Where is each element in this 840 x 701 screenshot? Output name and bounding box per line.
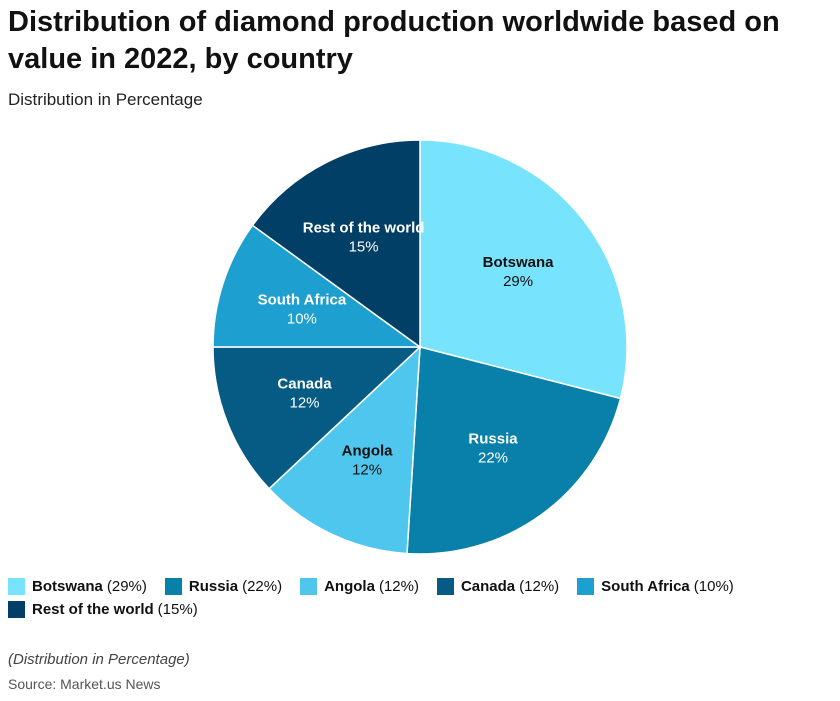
slice-label-name: South Africa	[258, 292, 347, 309]
slice-label-value: 29%	[503, 273, 533, 290]
legend-label: Angola	[324, 578, 375, 595]
slice-label-name: Canada	[277, 376, 332, 393]
legend-value: (22%)	[242, 578, 283, 595]
legend-swatch	[8, 601, 25, 618]
legend-item: Botswana (29%)	[8, 578, 147, 595]
slice-label-name: Botswana	[483, 254, 555, 271]
legend-swatch	[577, 578, 595, 595]
slice-label-name: Angola	[342, 442, 393, 459]
slice-label-value: 15%	[349, 238, 379, 255]
chart-title: Distribution of diamond production world…	[8, 6, 780, 75]
legend-value: (12%)	[519, 578, 560, 595]
legend-label: South Africa	[601, 578, 690, 595]
chart-subtitle: Distribution in Percentage	[8, 90, 203, 109]
legend-value: (10%)	[693, 578, 734, 595]
legend-label: Botswana	[32, 578, 103, 595]
legend-item: Angola (12%)	[300, 578, 419, 595]
legend-swatch	[300, 578, 318, 595]
slice-label-value: 12%	[289, 395, 319, 412]
slice-label-name: Rest of the world	[303, 219, 425, 236]
pie-slice-russia	[406, 346, 622, 555]
legend-item: Russia (22%)	[164, 578, 283, 595]
legend-label: Russia	[188, 578, 239, 595]
legend-label: Canada	[460, 578, 516, 595]
chart-note: (Distribution in Percentage)	[8, 651, 190, 668]
legend-item: South Africa (10%)	[577, 578, 734, 595]
chart-source: Source: Market.us News	[8, 676, 161, 692]
slice-label-value: 12%	[352, 461, 382, 478]
slice-label-value: 22%	[478, 450, 508, 467]
pie-slice-rest-of-the-world	[251, 139, 421, 349]
slice-label-name: Russia	[468, 431, 518, 448]
legend-swatch	[8, 578, 25, 595]
legend-swatch	[164, 578, 182, 595]
legend-value: (15%)	[157, 601, 198, 618]
legend-swatch	[436, 578, 454, 595]
legend-item: Canada (12%)	[436, 578, 560, 595]
slice-label-value: 10%	[287, 311, 317, 328]
pie-slice-angola	[268, 345, 421, 555]
legend-value: (12%)	[378, 578, 419, 595]
chart-legend: Botswana (29%) Russia (22%) Angola (12%) Canad…	[8, 578, 808, 618]
pie-slice-botswana	[419, 139, 628, 400]
legend-value: (29%)	[106, 578, 147, 595]
legend-label: Rest of the world	[32, 601, 154, 618]
pie-chart: Botswana 29% Russia 22% Angola 12% Canada 12% So…	[212, 139, 628, 555]
legend-item: Rest of the world (15%)	[8, 601, 198, 618]
pie-slice-south-africa	[212, 224, 423, 348]
pie-slice-canada	[212, 346, 422, 490]
